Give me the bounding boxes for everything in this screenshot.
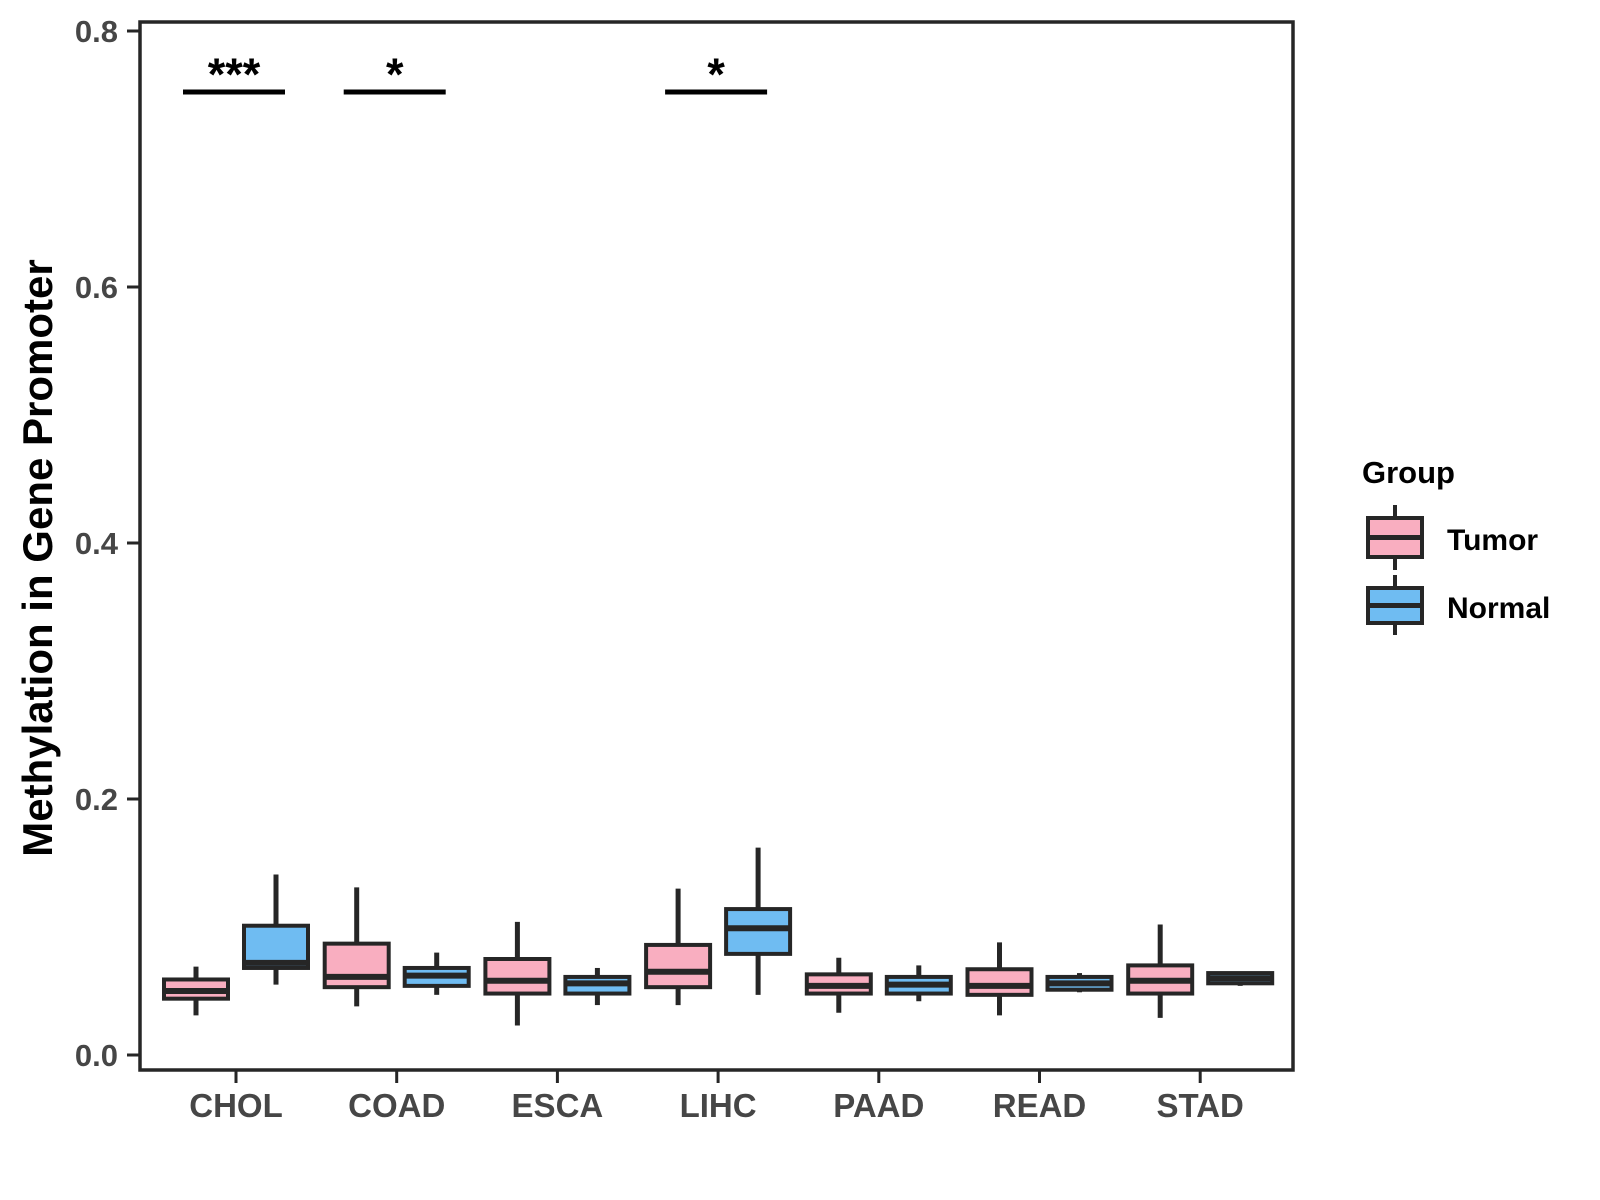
significance-stars-lihc: * [707,49,725,100]
x-tick-label-esca: ESCA [512,1087,604,1124]
x-tick-label-paad: PAAD [833,1087,924,1124]
y-tick-label: 0.2 [75,782,118,817]
x-tick-label-chol: CHOL [189,1087,283,1124]
boxplot-read-tumor-box [965,967,1034,997]
x-tick-label-stad: STAD [1157,1087,1244,1124]
significance-stars-chol: *** [208,49,261,100]
x-tick-label-read: READ [993,1087,1087,1124]
boxplot-lihc-tumor-box [644,942,713,990]
boxplot-lihc-normal-box [724,907,793,956]
legend-label-tumor: Tumor [1447,524,1538,557]
significance-stars-coad: * [386,49,404,100]
y-tick-label: 0.4 [75,526,119,561]
y-tick-label: 0.8 [75,14,118,49]
x-tick-label-lihc: LIHC [680,1087,757,1124]
legend-title: Group [1362,455,1455,490]
y-tick-label: 0.0 [75,1038,118,1073]
x-tick-label-coad: COAD [348,1087,445,1124]
y-axis-title: Methylation in Gene Promoter [14,259,61,856]
panel-border [138,20,1295,1072]
legend-label-normal: Normal [1447,592,1550,625]
y-tick-label: 0.6 [75,270,118,305]
boxplot-esca-tumor-box [483,957,552,996]
boxplot-coad-tumor-box [322,941,391,990]
